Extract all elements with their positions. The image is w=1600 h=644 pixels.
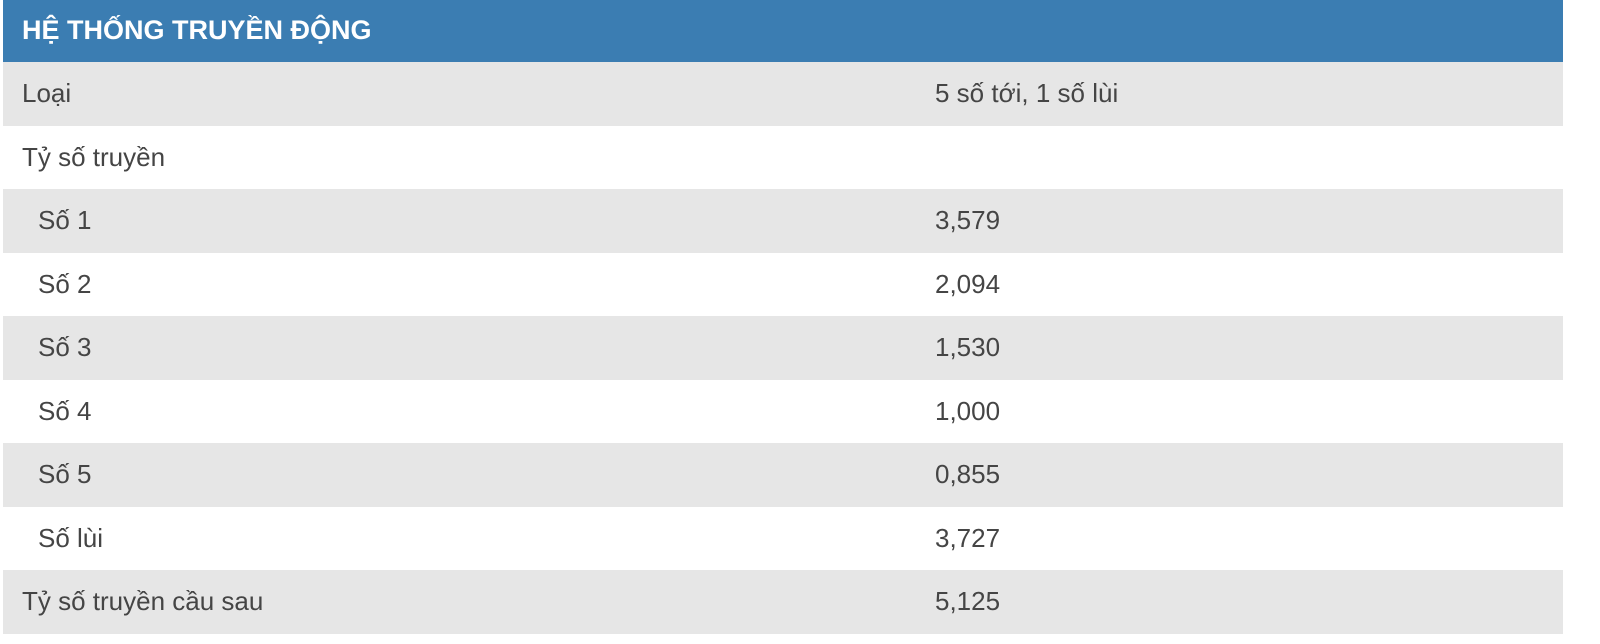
row-value: 5,125 [935,586,1001,617]
table-body: Loại 5 số tới, 1 số lùi Tỷ số truyền Số 1 3,… [3,62,1563,634]
row-label: Số lùi [38,522,104,553]
row-value: 1,000 [935,395,1001,426]
row-label: Số 1 [38,205,92,236]
table-title: HỆ THỐNG TRUYỀN ĐỘNG [3,0,1563,62]
table-row: Số 3 1,530 [3,316,1563,380]
row-value: 0,855 [935,459,1001,490]
table-row: Số 1 3,579 [3,189,1563,253]
row-label: Loại [22,78,72,109]
row-label: Số 5 [38,459,92,490]
table-row: Tỷ số truyền [3,125,1563,189]
row-label: Số 3 [38,332,92,363]
row-value: 1,530 [935,332,1001,363]
row-value: 5 số tới, 1 số lùi [935,78,1119,109]
spec-table: HỆ THỐNG TRUYỀN ĐỘNG Loại 5 số tới, 1 số … [3,0,1563,634]
table-row: Tỷ số truyền cầu sau 5,125 [3,570,1563,634]
table-row: Số 4 1,000 [3,379,1563,443]
table-row: Loại 5 số tới, 1 số lùi [3,62,1563,126]
row-value: 3,727 [935,522,1001,553]
row-label: Tỷ số truyền cầu sau [22,586,264,617]
row-value: 2,094 [935,268,1001,299]
row-label: Tỷ số truyền [22,141,166,172]
row-value: 3,579 [935,205,1001,236]
table-row: Số 5 0,855 [3,443,1563,507]
table-row: Số 2 2,094 [3,252,1563,316]
row-label: Số 2 [38,268,92,299]
row-label: Số 4 [38,395,92,426]
table-row: Số lùi 3,727 [3,506,1563,570]
